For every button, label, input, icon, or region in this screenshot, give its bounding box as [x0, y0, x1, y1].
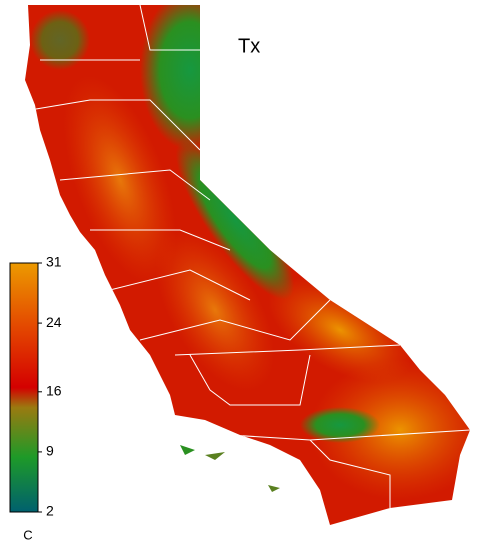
colorbar: [9, 262, 39, 513]
colorbar-unit: C: [23, 527, 32, 542]
map-title: Tx: [238, 35, 260, 57]
colorbar-tick-label: 9: [46, 443, 54, 459]
colorbar-tick-label: 2: [46, 503, 54, 519]
colorbar-tick-label: 24: [46, 314, 62, 330]
colorbar-tick-label: 31: [46, 254, 62, 270]
colorbar-tick-label: 16: [46, 382, 62, 398]
